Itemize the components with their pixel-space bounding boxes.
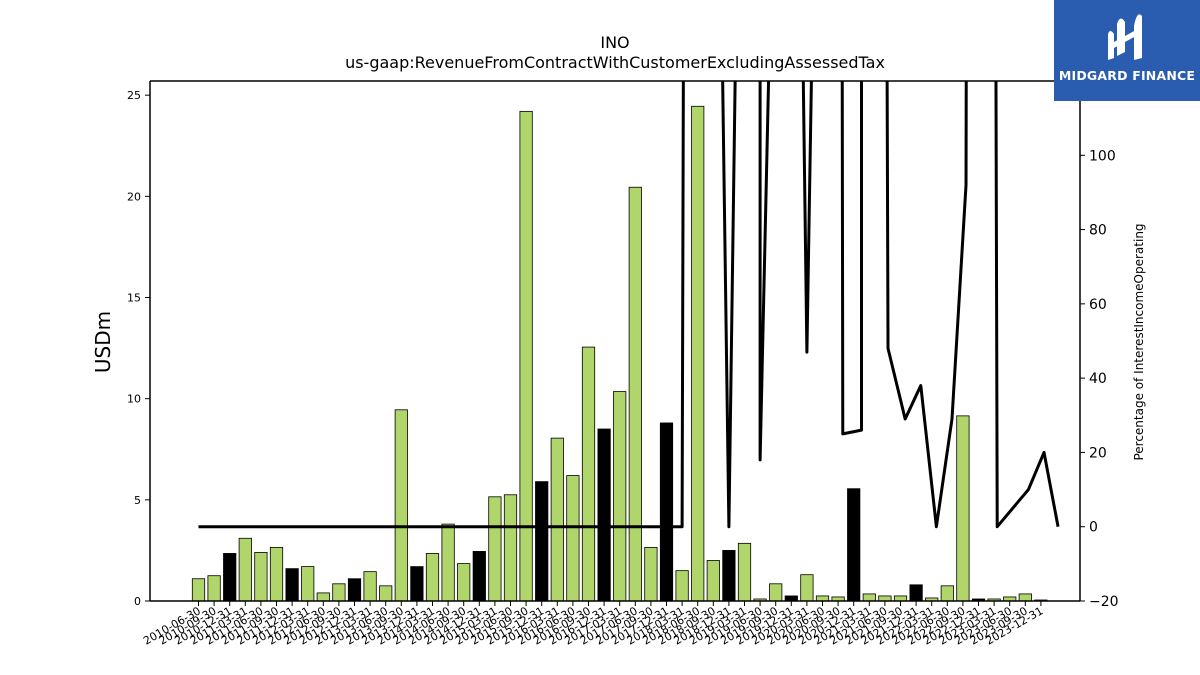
bar (862, 593, 876, 602)
y2-axis-label: Percentage of InterestIncomeOperating (1132, 223, 1146, 460)
midgard-finance-logo: MIDGARD FINANCE (1054, 0, 1200, 101)
bar (940, 585, 954, 602)
bar (628, 186, 642, 602)
bar (1018, 593, 1032, 602)
bar (191, 578, 206, 602)
bar (441, 523, 455, 602)
bar (488, 496, 502, 602)
bar (223, 553, 237, 602)
series-line (198, 81, 1060, 529)
bar (301, 566, 315, 602)
chart-title: INO (600, 33, 629, 52)
y2-tick-label: 60 (1089, 297, 1107, 313)
bar (722, 550, 736, 602)
bar (207, 575, 221, 602)
midgard-m-icon (1108, 14, 1142, 60)
bar (316, 592, 330, 602)
bar (285, 568, 299, 602)
bar (644, 546, 658, 602)
bar (410, 566, 424, 602)
bar (581, 346, 596, 602)
y2-tick-label: 20 (1089, 445, 1107, 461)
bar (332, 583, 346, 602)
bar (800, 574, 814, 602)
y-axis-label: USDm (91, 311, 115, 373)
bar (566, 475, 580, 602)
y2-tick-label: 0 (1089, 520, 1098, 536)
bar (613, 391, 627, 602)
y-tick-label: 20 (127, 190, 141, 203)
bar (956, 415, 970, 602)
bar (659, 422, 674, 602)
bar (379, 585, 393, 602)
bar (238, 537, 252, 602)
bar (535, 481, 549, 602)
bar (503, 494, 518, 602)
bar (847, 488, 861, 602)
y2-tick-label: 40 (1089, 371, 1107, 387)
bar (706, 560, 720, 602)
bar (597, 428, 611, 602)
bar (878, 595, 892, 602)
bar (909, 584, 923, 602)
bar (691, 105, 705, 602)
bar (815, 595, 830, 602)
bar (675, 570, 689, 602)
bar (347, 578, 362, 602)
y2-tick-label: 80 (1089, 223, 1107, 239)
y2-tick-label: 100 (1089, 148, 1116, 164)
logo-text: MIDGARD FINANCE (1058, 68, 1196, 83)
bar (425, 553, 440, 602)
bar (254, 552, 268, 602)
y-tick-label: 5 (134, 494, 141, 507)
bar (784, 595, 798, 602)
bar (269, 546, 284, 602)
y-tick-label: 25 (127, 89, 141, 102)
y-tick-label: 0 (134, 595, 141, 608)
bar (363, 571, 377, 602)
bar (737, 542, 752, 602)
y2-tick-label: −20 (1089, 594, 1119, 610)
bar (394, 409, 408, 602)
line-series (198, 81, 1060, 529)
bar (769, 583, 783, 602)
axes: 0510152025−200204060801002010-06-302010-… (127, 80, 1119, 648)
bar (550, 437, 564, 602)
bar (457, 563, 471, 602)
bar (893, 595, 908, 602)
y-tick-label: 10 (127, 393, 141, 406)
chart-subtitle: us-gaap:RevenueFromContractWithCustomerE… (345, 53, 885, 72)
bar (472, 551, 486, 602)
y-tick-label: 15 (127, 291, 141, 304)
